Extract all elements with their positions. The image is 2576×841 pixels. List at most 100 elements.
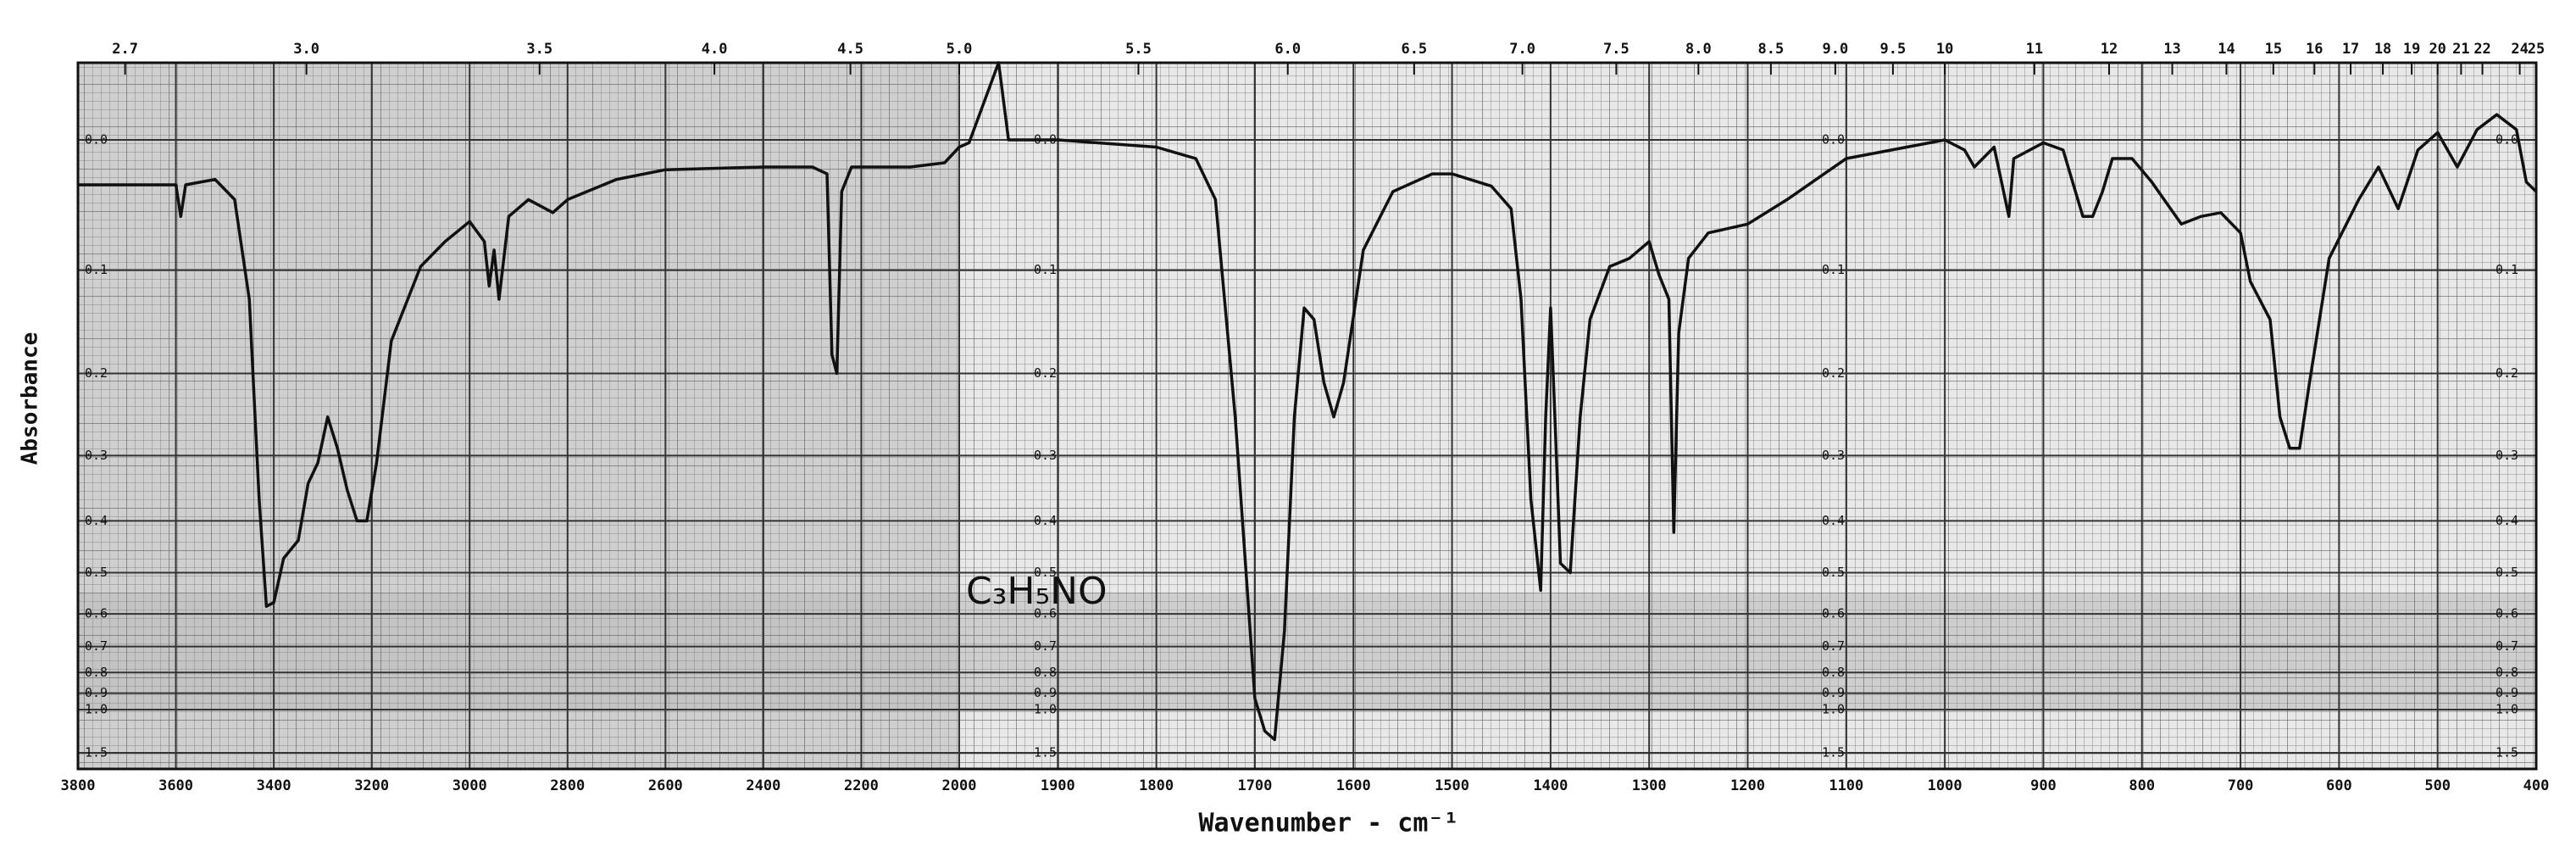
y-tick-label: 0.4 [1034, 513, 1057, 528]
x-tick-label: 3200 [354, 777, 389, 794]
y-tick-label: 0.3 [85, 448, 108, 463]
x-tick-label: 500 [2424, 777, 2451, 794]
top-tick-label: 2.7 [112, 41, 138, 58]
series [78, 61, 2538, 742]
y-tick-label: 0.8 [1822, 665, 1845, 680]
y-tick-label: 0.1 [2496, 262, 2518, 277]
top-tick-label: 12 [2101, 41, 2118, 58]
y-tick-label: 0.0 [85, 132, 108, 148]
y-tick-label: 0.1 [1034, 262, 1057, 277]
x-tick-label: 1800 [1139, 777, 1174, 794]
top-tick-label: 4.5 [837, 41, 863, 58]
top-tick-label: 8.5 [1758, 41, 1785, 58]
x-tick-label: 900 [2030, 777, 2057, 794]
top-tick-label: 4.0 [702, 41, 728, 58]
y-tick-label: 0.5 [2496, 565, 2518, 580]
y-tick-label: 0.4 [85, 513, 108, 528]
y-tick-label: 0.6 [1034, 606, 1057, 621]
top-tick-label: 10 [1936, 41, 1953, 58]
y-tick-label: 0.2 [1034, 365, 1057, 381]
y-tick-label: 1.5 [1034, 745, 1057, 760]
top-tick-label: 9.5 [1880, 41, 1907, 58]
x-tick-label: 1900 [1041, 777, 1075, 794]
y-tick-label: 0.6 [85, 606, 108, 621]
y-tick-label: 0.4 [2496, 513, 2518, 528]
x-tick-label: 3800 [61, 777, 96, 794]
top-tick-label: 15 [2265, 41, 2282, 58]
top-tick-label: 22 [2473, 41, 2490, 58]
y-tick-label: 0.5 [1034, 565, 1057, 580]
y-tick-label: 1.0 [85, 701, 108, 716]
top-tick-label: 20 [2429, 41, 2446, 58]
y-tick-label: 0.4 [1822, 513, 1845, 528]
grid [78, 63, 2536, 769]
top-tick-label: 9.0 [1823, 41, 1849, 58]
x-tick-label: 1000 [1928, 777, 1963, 794]
y-tick-label: 0.3 [2496, 448, 2518, 463]
y-tick-label: 0.0 [2496, 132, 2518, 148]
y-tick-label: 0.8 [85, 665, 108, 680]
x-tick-label: 2000 [942, 777, 977, 794]
y-tick-label: 0.2 [2496, 365, 2518, 381]
top-tick-label: 17 [2342, 41, 2359, 58]
y-tick-label: 0.9 [2496, 685, 2518, 700]
top-tick-label: 7.5 [1603, 41, 1629, 58]
top-tick-label: 6.5 [1401, 41, 1427, 58]
x-tick-label: 1400 [1533, 777, 1568, 794]
x-tick-label: 2800 [550, 777, 585, 794]
y-tick-label: 0.1 [85, 262, 108, 277]
top-tick-label: 16 [2306, 41, 2323, 58]
y-tick-label: 1.5 [2496, 745, 2518, 760]
top-tick-label: 11 [2026, 41, 2043, 58]
x-tick-label: 1300 [1632, 777, 1667, 794]
y-tick-label: 0.7 [2496, 638, 2518, 654]
y-tick-label: 0.5 [1822, 565, 1845, 580]
x-tick-label: 1600 [1336, 777, 1371, 794]
x-tick-label: 1700 [1237, 777, 1272, 794]
x-tick-label: 600 [2326, 777, 2352, 794]
y-tick-label: 0.6 [2496, 606, 2518, 621]
x-tick-label: 2600 [648, 777, 683, 794]
y-tick-label: 0.9 [85, 685, 108, 700]
x-tick-label: 3400 [257, 777, 291, 794]
x-tick-label: 800 [2129, 777, 2155, 794]
y-tick-label: 0.2 [85, 365, 108, 381]
y-tick-label: 0.7 [1822, 638, 1845, 654]
x-tick-label: 1200 [1730, 777, 1765, 794]
x-tick-label: 3600 [158, 777, 193, 794]
y-tick-label: 0.6 [1822, 606, 1845, 621]
top-tick-label: 3.0 [293, 41, 319, 58]
top-tick-label: 25 [2528, 41, 2545, 58]
y-tick-label: 0.3 [1822, 448, 1845, 463]
y-tick-label: 0.3 [1034, 448, 1057, 463]
x-tick-label: 3000 [452, 777, 487, 794]
y-tick-label: 0.5 [85, 565, 108, 580]
x-tick-label: 1500 [1435, 777, 1469, 794]
top-tick-label: 6.0 [1274, 41, 1301, 58]
top-tick-label: 14 [2218, 41, 2235, 58]
y-tick-label: 0.8 [1034, 665, 1057, 680]
y-axis-title: Absorbance [18, 332, 43, 465]
y-tick-label: 0.7 [85, 638, 108, 654]
y-tick-label: 0.9 [1822, 685, 1845, 700]
annotation: C₃H₅NO [966, 570, 1108, 613]
plot-area [78, 63, 2536, 769]
top-tick-label: 8.0 [1685, 41, 1712, 58]
top-tick-label: 19 [2403, 41, 2420, 58]
y-tick-label: 1.0 [1034, 701, 1057, 716]
spectrum-line [78, 61, 2538, 742]
top-tick-label: 21 [2452, 41, 2469, 58]
y-tick-label: 0.9 [1034, 685, 1057, 700]
x-tick-label: 400 [2523, 777, 2550, 794]
y-tick-label: 1.5 [85, 745, 108, 760]
top-tick-label: 24 [2511, 41, 2528, 58]
y-tick-label: 1.5 [1822, 745, 1845, 760]
top-tick-label: 7.0 [1509, 41, 1535, 58]
x-tick-label: 1100 [1829, 777, 1863, 794]
top-tick-label: 13 [2163, 41, 2180, 58]
top-tick-label: 5.5 [1125, 41, 1152, 58]
top-tick-label: 5.0 [947, 41, 973, 58]
x-tick-label: 700 [2228, 777, 2254, 794]
